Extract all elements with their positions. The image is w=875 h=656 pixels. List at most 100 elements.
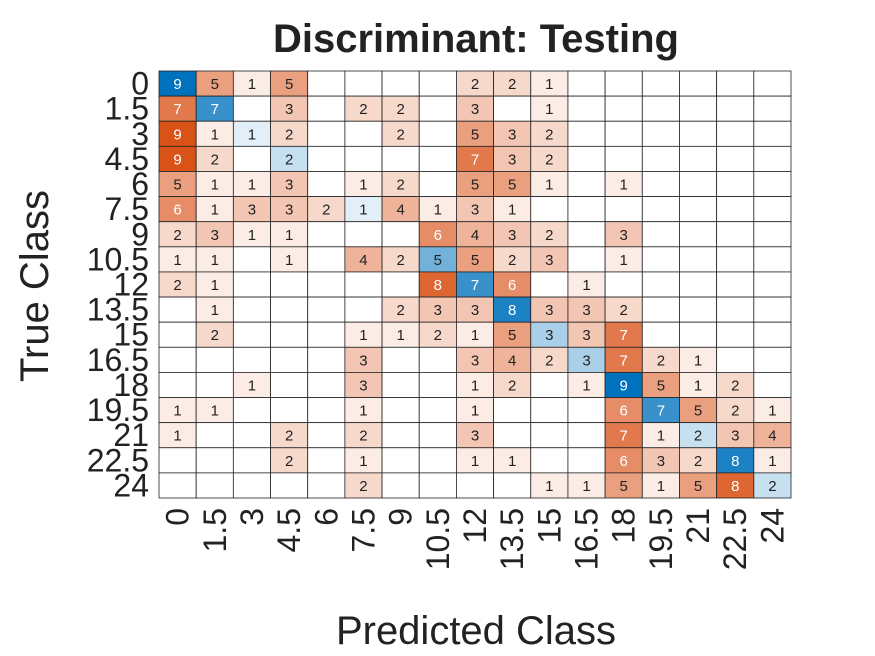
- y-tick-label: 24: [113, 467, 149, 503]
- cell-value: 1: [359, 403, 367, 420]
- cell-value: 2: [211, 327, 219, 344]
- matrix-cell: [679, 422, 718, 449]
- matrix-cell: [530, 95, 569, 122]
- cell-value: 1: [211, 177, 219, 194]
- matrix-cell: [344, 221, 383, 248]
- matrix-cell: [641, 422, 680, 449]
- cell-value: 2: [545, 126, 553, 143]
- cell-value: 1: [545, 478, 553, 495]
- matrix-cell: [344, 271, 383, 298]
- cell-value: 2: [359, 101, 367, 118]
- cell-value: 3: [471, 352, 479, 369]
- matrix-cell: [679, 196, 718, 223]
- cell-value: 9: [173, 76, 181, 93]
- cell-value: 7: [211, 101, 219, 118]
- matrix-cell: [641, 271, 680, 298]
- matrix-cell: [753, 397, 792, 424]
- matrix-cell: [716, 120, 755, 147]
- matrix-cell: [716, 70, 755, 97]
- matrix-cell: [158, 397, 197, 424]
- matrix-cell: [158, 145, 197, 172]
- matrix-cell: [307, 472, 346, 499]
- matrix-cell: [344, 296, 383, 323]
- cell-value: 6: [173, 202, 181, 219]
- matrix-cell: [753, 95, 792, 122]
- matrix-cell: [604, 372, 643, 398]
- cell-value: 1: [694, 377, 702, 394]
- cell-value: 1: [582, 277, 590, 294]
- cell-value: 2: [471, 76, 479, 93]
- matrix-cell: [232, 171, 271, 197]
- matrix-cell: [307, 346, 346, 373]
- matrix-cell: [232, 221, 271, 248]
- cell-value: 2: [359, 428, 367, 445]
- matrix-cell: [232, 145, 271, 172]
- matrix-cell: [641, 246, 680, 273]
- matrix-cell: [753, 196, 792, 223]
- matrix-cell: [530, 447, 569, 474]
- matrix-cell: [641, 196, 680, 223]
- cell-value: 2: [545, 352, 553, 369]
- matrix-cell: [418, 397, 457, 424]
- cell-value: 1: [173, 428, 181, 445]
- cell-value: 1: [359, 177, 367, 194]
- matrix-cell: [641, 70, 680, 97]
- matrix-cell: [530, 397, 569, 424]
- cell-value: 6: [620, 403, 628, 420]
- cell-value: 1: [211, 403, 219, 420]
- matrix-cell: [232, 346, 271, 373]
- matrix-cell: [270, 321, 309, 348]
- y-tick-label: 16.5: [87, 342, 149, 378]
- cell-value: 2: [508, 377, 516, 394]
- cell-value: 5: [211, 76, 219, 93]
- cell-value: 1: [248, 126, 256, 143]
- matrix-cell: [270, 472, 309, 499]
- matrix-cell: [604, 472, 643, 499]
- y-tick-label: 4.5: [105, 141, 149, 177]
- matrix-cell: [530, 271, 569, 298]
- matrix-cell: [679, 70, 718, 97]
- matrix-cell: [232, 472, 271, 499]
- matrix-cell: [567, 196, 606, 223]
- matrix-cell: [679, 296, 718, 323]
- matrix-cell: [158, 321, 197, 348]
- cell-value: 3: [248, 202, 256, 219]
- matrix-cell: [418, 271, 457, 298]
- matrix-cell: [381, 422, 420, 449]
- matrix-cell: [195, 472, 234, 499]
- cell-value: 5: [508, 327, 516, 344]
- cell-value: 1: [768, 453, 776, 470]
- cell-value: 1: [694, 352, 702, 369]
- matrix-cell: [679, 447, 718, 474]
- matrix-cell: [307, 271, 346, 298]
- matrix-cell: [307, 95, 346, 122]
- cell-value: 1: [508, 202, 516, 219]
- matrix-cell: [418, 221, 457, 248]
- x-tick-label: 4.5: [271, 508, 307, 552]
- cell-value: 2: [731, 377, 739, 394]
- matrix-cell: [530, 372, 569, 398]
- matrix-cell: [753, 70, 792, 97]
- cell-value: 2: [173, 227, 181, 244]
- matrix-cell: [753, 145, 792, 172]
- matrix-cell: [679, 271, 718, 298]
- matrix-cell: [716, 346, 755, 373]
- matrix-cell: [493, 321, 532, 348]
- matrix-cell: [679, 221, 718, 248]
- matrix-cell: [530, 120, 569, 147]
- matrix-cell: [716, 397, 755, 424]
- cell-value: 8: [508, 302, 516, 319]
- matrix-cell: [307, 70, 346, 97]
- matrix-cell: [641, 120, 680, 147]
- cell-value: 5: [694, 403, 702, 420]
- matrix-cell: [567, 397, 606, 424]
- y-tick-labels: 01.534.567.5910.51213.51516.51819.52122.…: [87, 66, 149, 504]
- cell-value: 2: [545, 227, 553, 244]
- matrix-cell: [493, 196, 532, 223]
- matrix-cell: [716, 171, 755, 197]
- x-tick-label: 18: [606, 508, 642, 544]
- y-tick-label: 9: [131, 216, 149, 252]
- cell-value: 7: [173, 101, 181, 118]
- x-tick-label: 24: [754, 508, 790, 544]
- matrix-cell: [381, 120, 420, 147]
